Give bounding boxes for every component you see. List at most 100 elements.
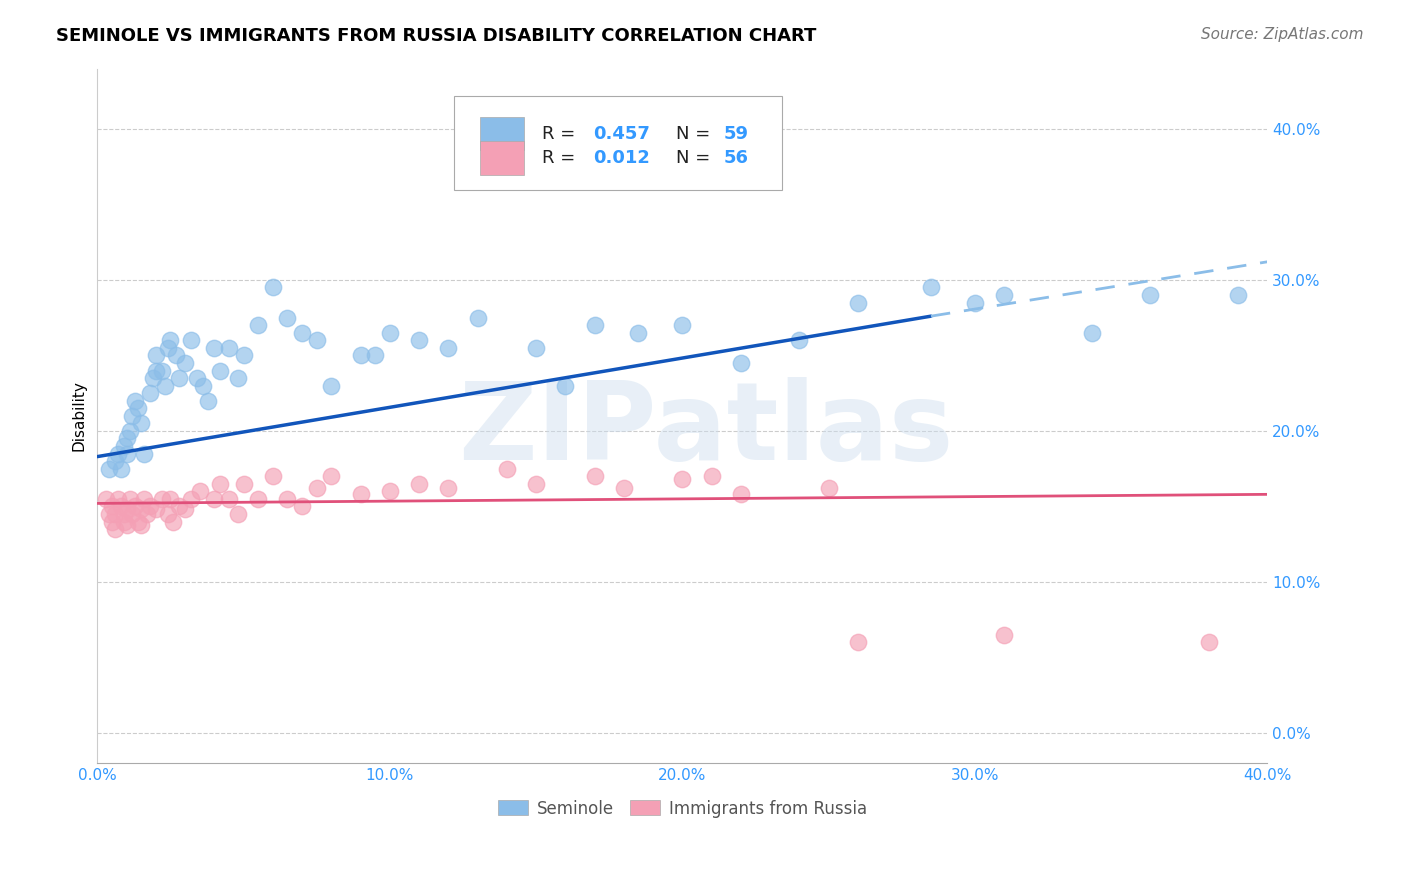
Point — [188, 484, 211, 499]
Point — [202, 341, 225, 355]
Point — [671, 472, 693, 486]
Point — [180, 491, 202, 506]
Point — [276, 310, 298, 325]
Point — [730, 356, 752, 370]
Text: 0.012: 0.012 — [593, 149, 651, 167]
Point — [305, 481, 328, 495]
Point — [437, 481, 460, 495]
Point — [378, 484, 401, 499]
Point — [1139, 288, 1161, 302]
Point — [145, 363, 167, 377]
Text: SEMINOLE VS IMMIGRANTS FROM RUSSIA DISABILITY CORRELATION CHART: SEMINOLE VS IMMIGRANTS FROM RUSSIA DISAB… — [56, 27, 817, 45]
Point — [150, 363, 173, 377]
Point — [202, 491, 225, 506]
Point — [218, 341, 240, 355]
Point — [136, 507, 159, 521]
Text: ZIPatlas: ZIPatlas — [458, 376, 953, 483]
Point — [349, 348, 371, 362]
Point — [209, 476, 232, 491]
Text: N =: N = — [676, 125, 717, 143]
Point — [291, 326, 314, 340]
Point — [920, 280, 942, 294]
Point — [167, 371, 190, 385]
Point — [129, 517, 152, 532]
Point — [226, 507, 249, 521]
Point — [262, 280, 284, 294]
Point — [174, 356, 197, 370]
Point — [378, 326, 401, 340]
Point — [94, 491, 117, 506]
Point — [139, 386, 162, 401]
Point — [101, 515, 124, 529]
Point — [191, 378, 214, 392]
Point — [963, 295, 986, 310]
Point — [107, 446, 129, 460]
Point — [112, 439, 135, 453]
Point — [1081, 326, 1104, 340]
Point — [671, 318, 693, 333]
FancyBboxPatch shape — [479, 142, 524, 175]
Point — [104, 507, 127, 521]
Point — [145, 502, 167, 516]
Point — [232, 476, 254, 491]
FancyBboxPatch shape — [479, 117, 524, 151]
Point — [730, 487, 752, 501]
Text: R =: R = — [541, 125, 581, 143]
Point — [115, 517, 138, 532]
Point — [583, 469, 606, 483]
Point — [121, 507, 143, 521]
Point — [209, 363, 232, 377]
Point — [134, 446, 156, 460]
Point — [437, 341, 460, 355]
Point — [305, 334, 328, 348]
Point — [159, 334, 181, 348]
Point — [789, 334, 811, 348]
Point — [134, 491, 156, 506]
Point — [118, 424, 141, 438]
Point — [112, 507, 135, 521]
Point — [613, 481, 636, 495]
Text: 59: 59 — [723, 125, 748, 143]
Point — [817, 481, 839, 495]
Point — [524, 476, 547, 491]
Point — [186, 371, 208, 385]
Point — [101, 500, 124, 514]
Point — [524, 341, 547, 355]
Point — [129, 502, 152, 516]
Point — [321, 378, 343, 392]
Point — [115, 502, 138, 516]
Point — [104, 522, 127, 536]
Legend: Seminole, Immigrants from Russia: Seminole, Immigrants from Russia — [491, 793, 873, 824]
Point — [993, 628, 1015, 642]
Point — [121, 409, 143, 423]
Point — [159, 491, 181, 506]
Point — [247, 491, 270, 506]
Point — [142, 371, 165, 385]
Point — [145, 348, 167, 362]
Point — [124, 500, 146, 514]
Point — [129, 417, 152, 431]
Point — [583, 318, 606, 333]
Point — [110, 461, 132, 475]
Point — [408, 476, 430, 491]
Point — [408, 334, 430, 348]
Point — [180, 334, 202, 348]
Point — [262, 469, 284, 483]
Point — [112, 515, 135, 529]
Point — [104, 454, 127, 468]
Point — [554, 378, 576, 392]
Point — [226, 371, 249, 385]
Point — [467, 310, 489, 325]
Point — [846, 295, 869, 310]
Point — [321, 469, 343, 483]
Point — [700, 469, 723, 483]
Point — [98, 461, 121, 475]
Point — [139, 500, 162, 514]
Point — [156, 341, 179, 355]
Point — [153, 378, 176, 392]
Point — [124, 393, 146, 408]
Point — [156, 507, 179, 521]
Point — [115, 446, 138, 460]
Point — [115, 432, 138, 446]
Point — [127, 515, 149, 529]
